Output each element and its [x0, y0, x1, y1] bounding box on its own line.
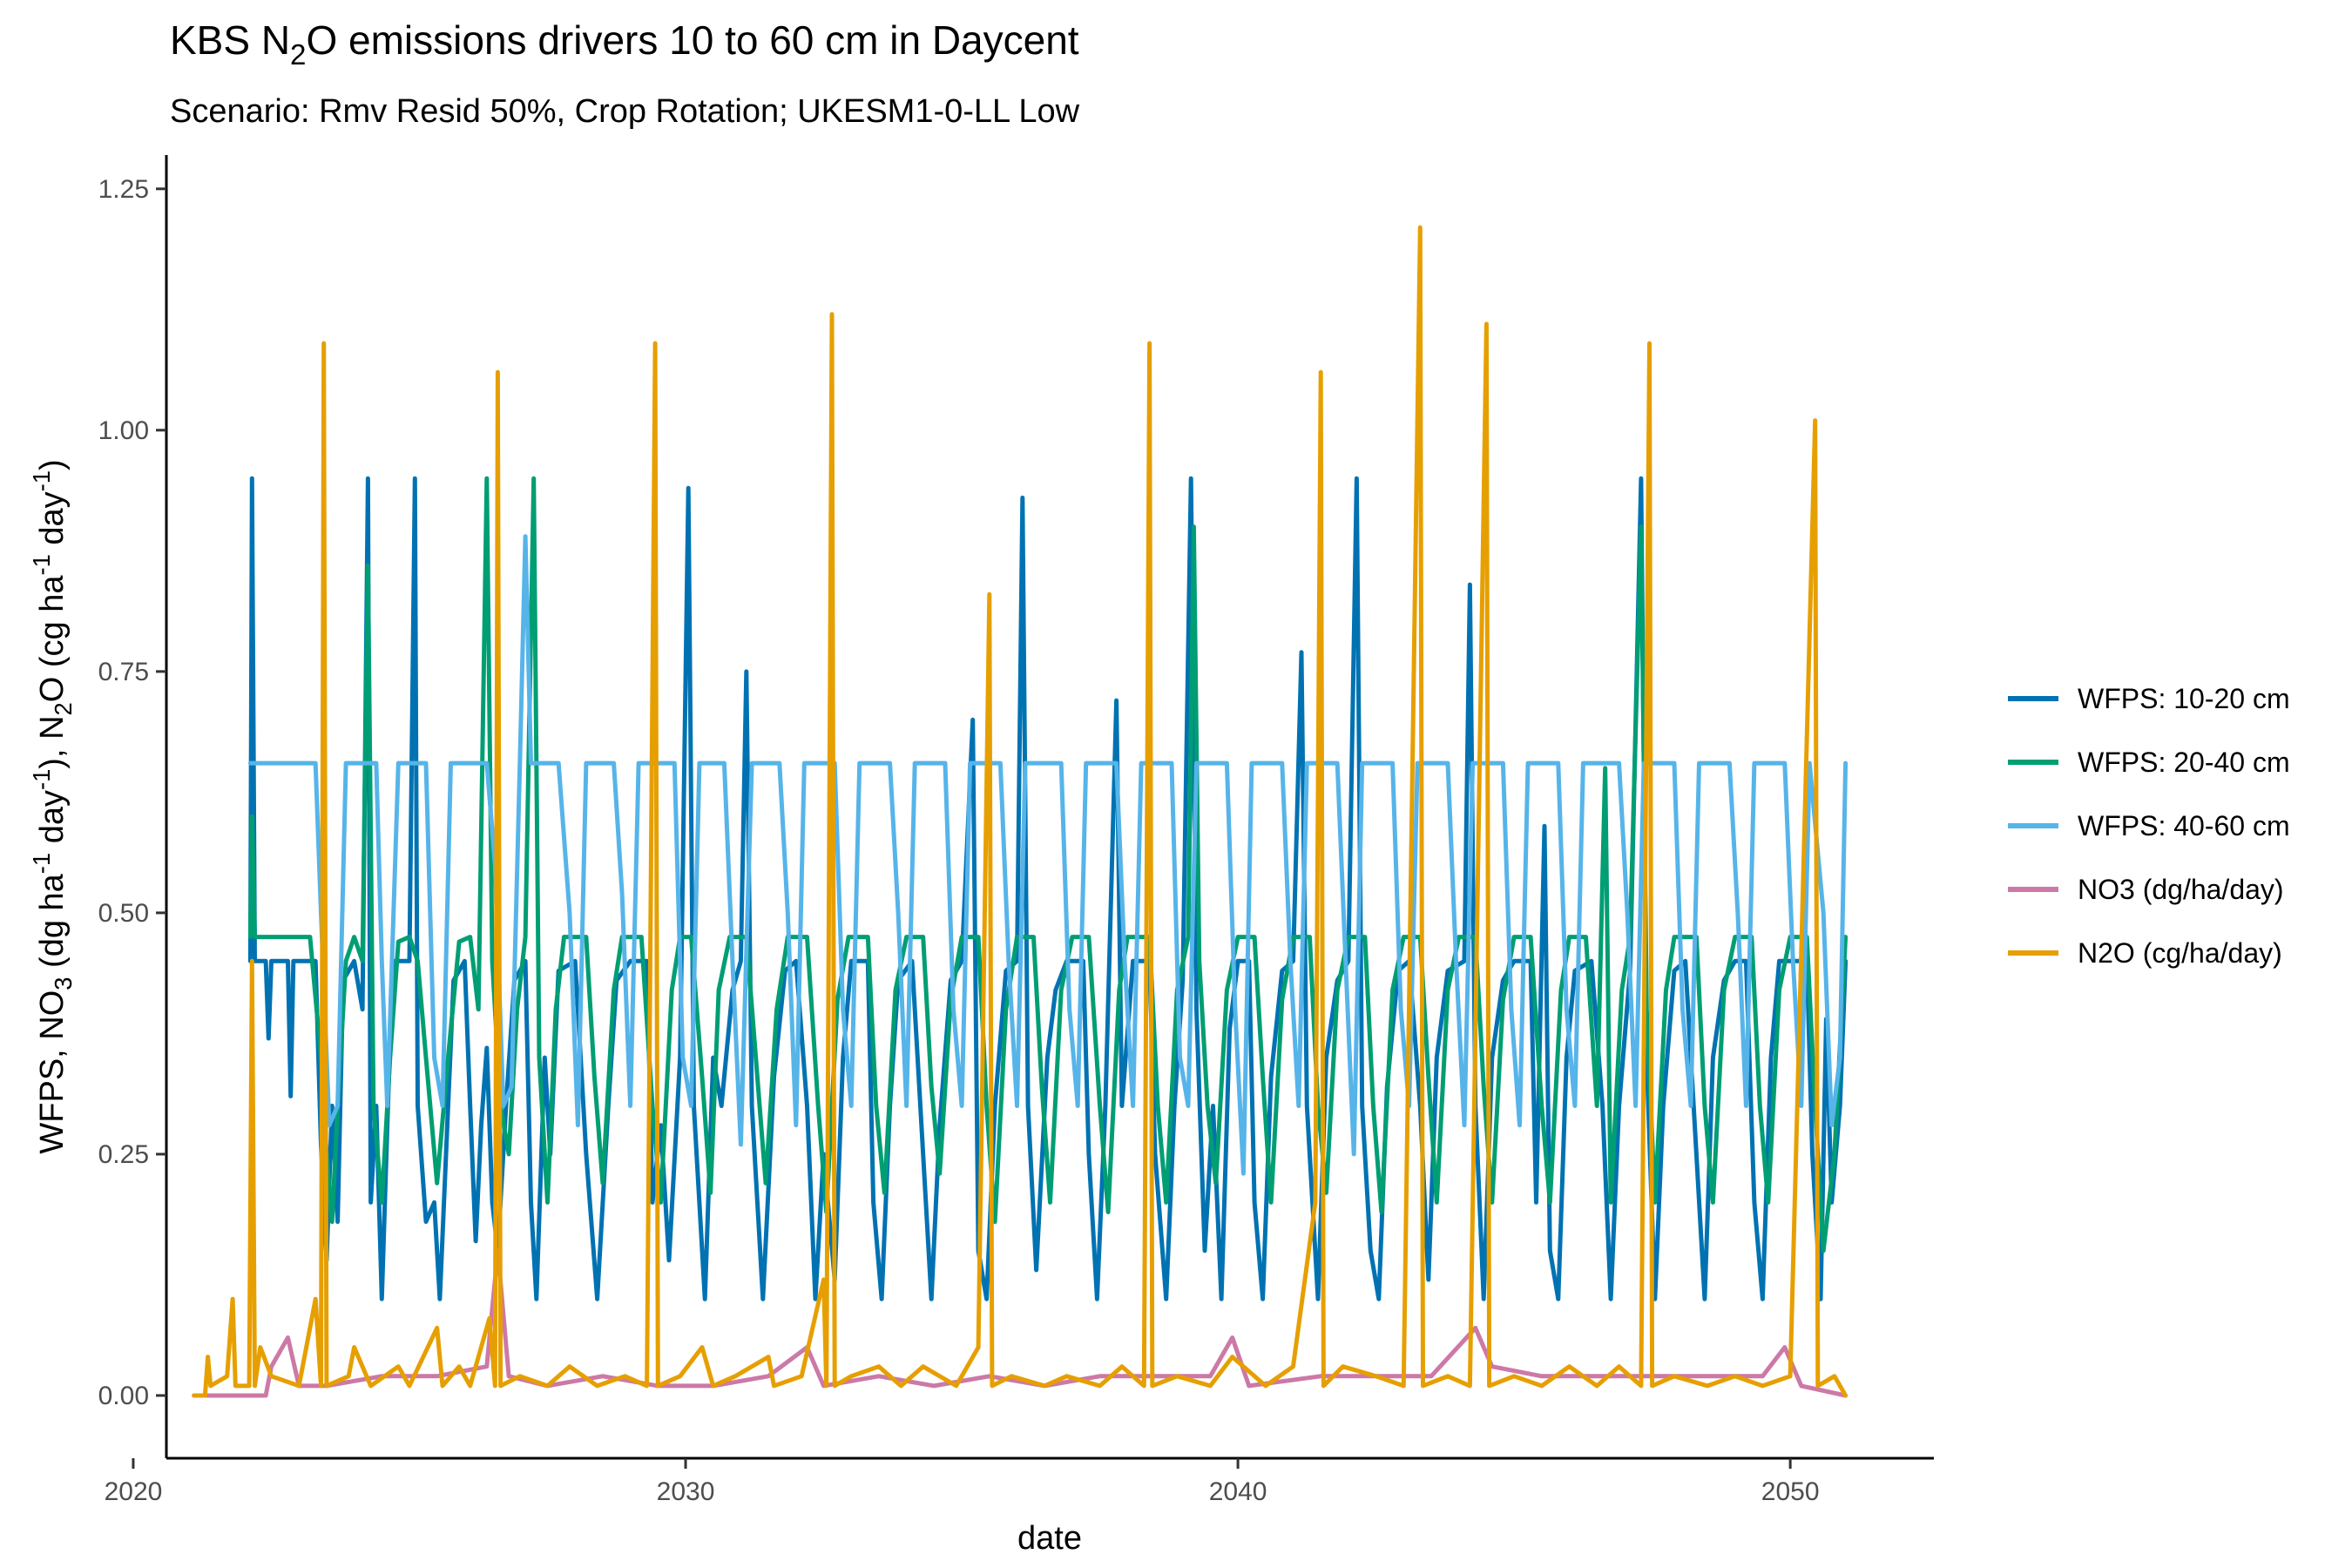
y-tick-label: 1.00: [98, 416, 149, 445]
legend-label-3: WFPS: 40-60 cm: [2078, 810, 2290, 841]
chart-subtitle: Scenario: Rmv Resid 50%, Crop Rotation; …: [170, 93, 1080, 130]
legend: WFPS: 10-20 cm WFPS: 20-40 cm WFPS: 40-60 …: [2008, 683, 2290, 969]
x-tick-label: 2020: [105, 1477, 163, 1506]
series-line-5: [192, 225, 1848, 1398]
series-layer: [192, 225, 1848, 1398]
series-line-2: [247, 476, 1848, 1254]
y-axis-title: WFPS, NO3 (dg ha-1 day-1), N2O (cg ha-1 …: [28, 459, 77, 1153]
x-tick-label: 2050: [1761, 1477, 1820, 1506]
y-tick-label: 0.75: [98, 658, 149, 686]
x-axis-ticks: 2020 2030 2040 2050: [105, 1458, 1820, 1506]
y-tick-label: 0.25: [98, 1140, 149, 1169]
legend-label-2: WFPS: 20-40 cm: [2078, 747, 2290, 778]
legend-label-4: NO3 (dg/ha/day): [2078, 874, 2284, 905]
y-axis-ticks: 0.00 0.25 0.50 0.75 1.00 1.25: [98, 175, 166, 1410]
y-tick-label: 0.50: [98, 899, 149, 928]
x-tick-label: 2040: [1209, 1477, 1267, 1506]
y-tick-label: 0.00: [98, 1382, 149, 1410]
legend-label-5: N2O (cg/ha/day): [2078, 937, 2282, 969]
chart-title: KBS N2O emissions drivers 10 to 60 cm in…: [170, 17, 1079, 71]
x-axis-title: date: [1017, 1520, 1082, 1557]
x-tick-label: 2030: [657, 1477, 715, 1506]
y-tick-label: 1.25: [98, 175, 149, 204]
legend-label-1: WFPS: 10-20 cm: [2078, 683, 2290, 714]
plot-area: [192, 225, 1848, 1398]
series-line-4: [192, 1248, 1848, 1398]
series-line-3: [247, 534, 1848, 1176]
